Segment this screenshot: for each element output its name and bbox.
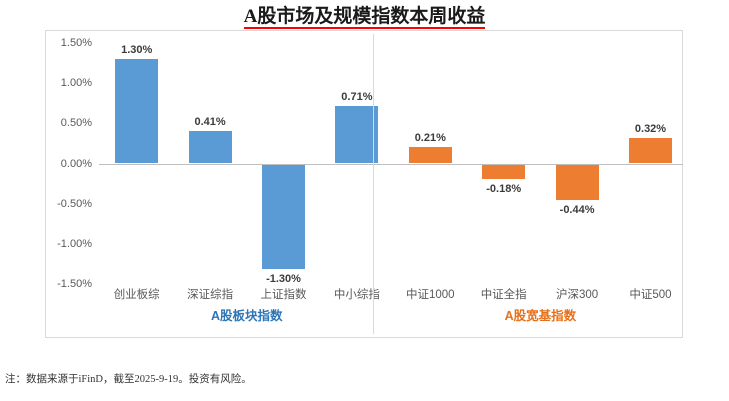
chart-bar xyxy=(482,164,526,179)
bar-value-label: 0.71% xyxy=(341,91,373,104)
bar-value-label: -0.18% xyxy=(486,182,522,195)
bar-value-label: 0.32% xyxy=(634,122,667,135)
y-tick-label: -0.50% xyxy=(57,197,92,210)
category-label: 上证指数 xyxy=(260,289,307,301)
title-row: A股市场及规模指数本周收益 xyxy=(0,6,729,29)
chart-bar xyxy=(335,106,379,164)
category-label: 创业板综 xyxy=(113,289,160,301)
chart-bar xyxy=(115,59,159,164)
group-label-sector: A股板块指数 xyxy=(211,309,283,323)
category-label: 中证全指 xyxy=(480,289,527,301)
y-tick-label: -1.50% xyxy=(57,278,92,291)
chart-title: A股市场及规模指数本周收益 xyxy=(243,6,486,29)
bar-value-label: -1.30% xyxy=(266,272,301,285)
chart-bar xyxy=(555,164,599,200)
category-label: 中证1000 xyxy=(405,289,455,301)
y-tick-label: 1.00% xyxy=(60,77,92,90)
x-axis-line xyxy=(99,164,683,165)
chart-frame: 1.50% 1.00% 0.50% 0.00% -0.50% -1.00% -1.50% 1.… xyxy=(45,30,683,338)
y-tick-label: -1.00% xyxy=(57,237,92,250)
bar-value-label: 0.21% xyxy=(414,131,446,144)
chart-bar xyxy=(188,130,232,164)
footnote: 注：数据来源于iFinD，截至2025-9-19。投资有风险。 xyxy=(5,374,252,385)
category-label: 中证500 xyxy=(629,289,672,301)
chart-bar xyxy=(262,164,305,269)
category-label: 深证综指 xyxy=(187,289,234,301)
y-tick-label: 0.50% xyxy=(60,117,92,130)
bar-value-label: 1.30% xyxy=(121,44,153,57)
y-tick-label: 1.50% xyxy=(60,37,92,49)
group-label-broad: A股宽基指数 xyxy=(504,309,577,323)
chart-bar xyxy=(408,146,452,164)
bar-value-label: 0.41% xyxy=(194,115,226,128)
chart-bar xyxy=(629,137,672,164)
y-tick-label: 0.00% xyxy=(60,157,92,170)
category-label: 中小综指 xyxy=(333,289,380,301)
bar-value-label: -0.44% xyxy=(559,203,595,216)
category-label: 沪深300 xyxy=(555,289,599,301)
group-divider-line xyxy=(373,34,374,334)
